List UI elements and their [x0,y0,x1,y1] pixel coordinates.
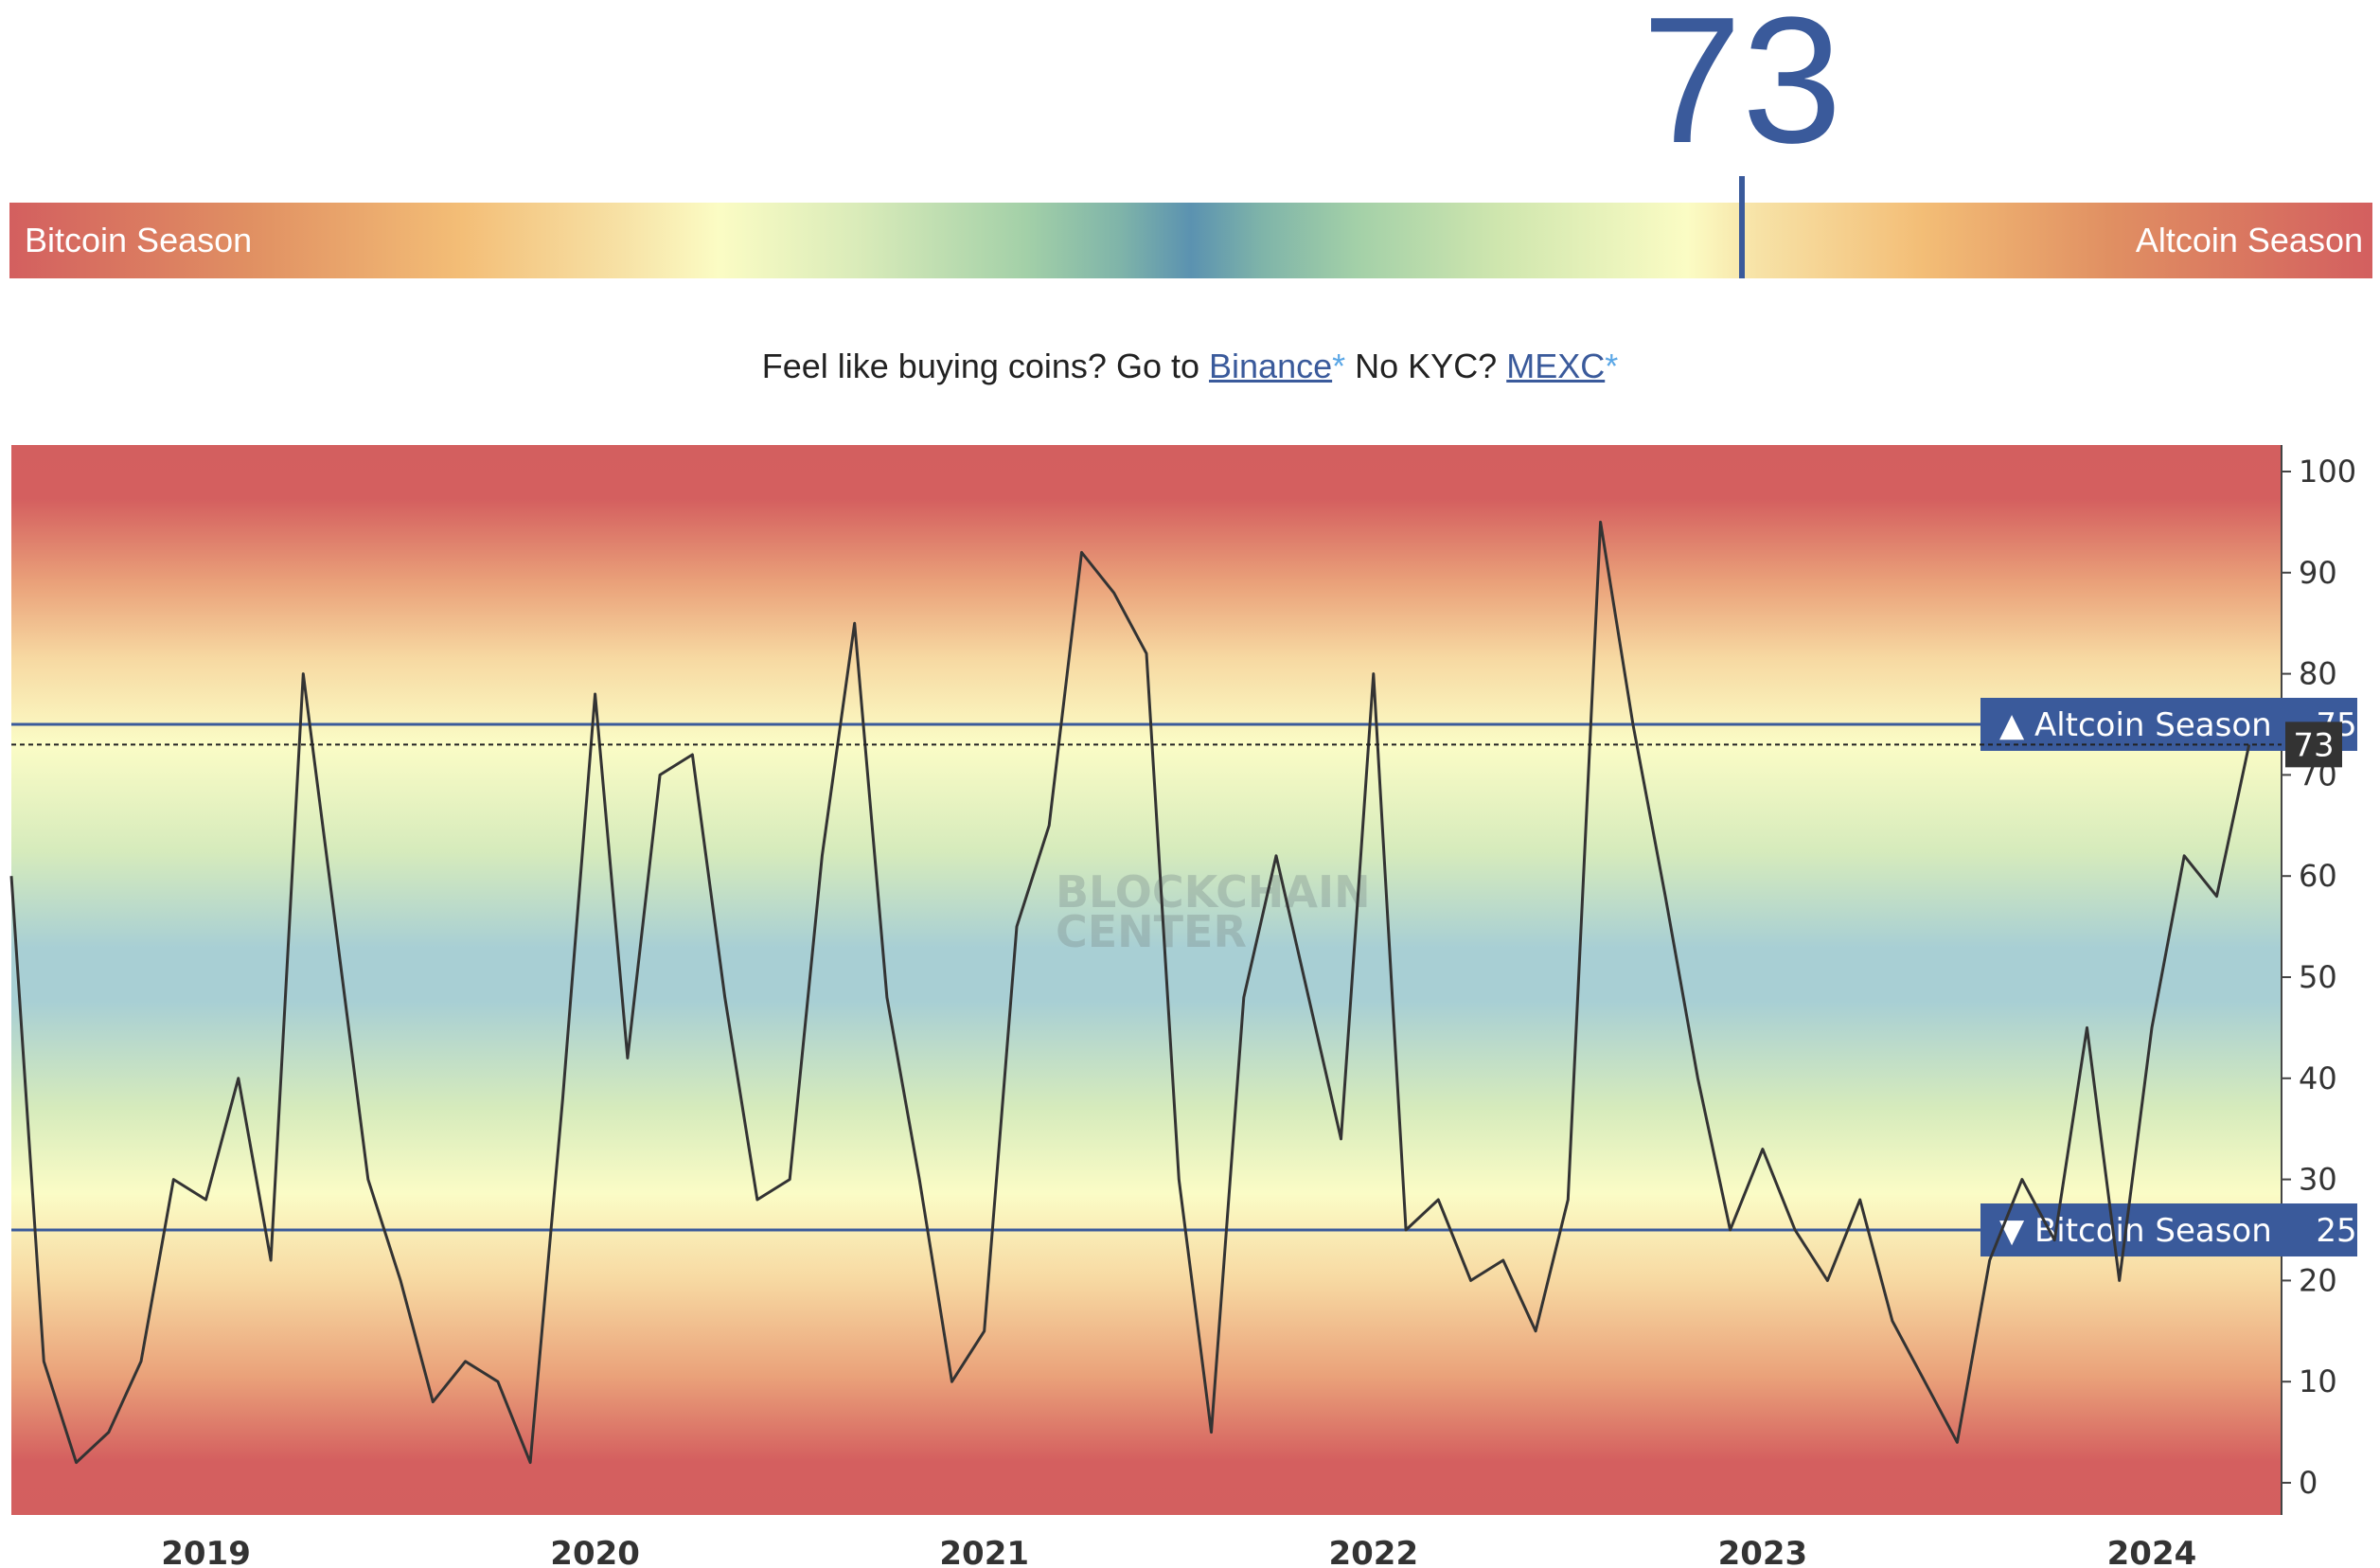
y-tick-label: 30 [2299,1162,2337,1198]
promo-text-1: Feel like buying coins? Go to [761,347,1210,385]
mexc-link[interactable]: MEXC [1506,347,1606,385]
y-tick-label: 0 [2299,1465,2318,1501]
gauge-bar [9,203,2372,278]
x-tick-label: 2024 [2107,1535,2197,1568]
y-tick-label: 10 [2299,1363,2337,1399]
x-tick-label: 2020 [550,1535,640,1568]
watermark-line-1: BLOCKCHAIN [1056,866,1371,918]
threshold-tag-value: 25 [2316,1212,2356,1250]
current-value-tag [2285,722,2342,768]
y-tick-label: 60 [2299,858,2337,894]
axis-panel [2282,445,2372,1515]
promo-line: Feel like buying coins? Go to Binance* N… [0,347,2380,386]
gauge-left-label: Bitcoin Season [25,221,253,259]
y-tick-label: 80 [2299,656,2337,692]
mexc-asterisk: * [1605,347,1619,385]
binance-asterisk: * [1332,347,1346,385]
threshold-tag-label: ▲ Altcoin Season [1999,706,2272,744]
x-tick-label: 2022 [1328,1535,1418,1568]
threshold-tag [1980,1203,2357,1256]
y-tick-label: 90 [2299,555,2337,591]
binance-link[interactable]: Binance [1209,347,1333,385]
x-tick-label: 2023 [1718,1535,1808,1568]
promo-text-2: No KYC? [1345,347,1507,385]
threshold-tag-label: ▼ Bitcoin Season [1999,1212,2272,1250]
gauge-right-label: Altcoin Season [2135,221,2363,259]
y-tick-label: 100 [2299,454,2356,490]
current-value-label: 73 [2293,726,2334,764]
series-line [9,520,2251,1465]
index-value: 73 [1642,0,1842,181]
x-tick-label: 2021 [939,1535,1029,1568]
plot-background [11,445,2282,1515]
y-tick-label: 50 [2299,959,2337,995]
y-tick-label: 40 [2299,1060,2337,1096]
y-tick-label: 20 [2299,1262,2337,1298]
watermark-line-2: CENTER [1056,906,1247,957]
gauge-marker [1739,176,1746,278]
x-tick-label: 2019 [161,1535,251,1568]
